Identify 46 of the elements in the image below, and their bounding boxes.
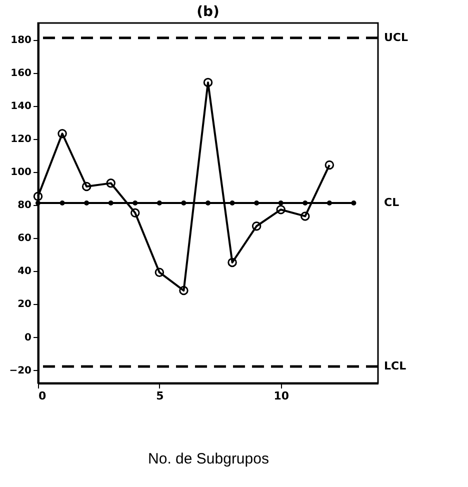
point [106,178,116,188]
y-tick-label: 40 [18,266,32,278]
y-tick-label: 120 [10,134,32,146]
point [300,212,310,221]
x-tick-label: 10 [274,390,290,402]
point [302,200,308,206]
point [230,200,235,206]
x-axis-title: No. de Subgrupos [148,450,269,468]
point [58,129,67,138]
y-tick-label: 160 [10,68,32,80]
y-tick-label: 20 [18,299,32,310]
point [254,200,260,206]
point [179,286,188,296]
point [84,200,90,206]
ref-line-label: UCL [384,30,408,44]
y-tick-label: 0 [24,332,32,344]
point [33,192,43,202]
y-tick-label: −20 [9,365,32,376]
point [252,222,262,231]
point [156,200,162,206]
point [108,200,114,206]
y-tick-label: 100 [10,167,32,178]
x-tick-label: 5 [156,390,164,402]
y-tick-label: 60 [18,233,32,244]
point [206,200,210,206]
point [82,182,92,192]
y-tick-label: 140 [10,101,32,112]
point [181,200,186,206]
point [154,268,164,277]
y-tick-label: 180 [10,35,32,46]
point [130,208,140,218]
point [278,200,284,206]
point [324,160,334,170]
text: CL [384,196,400,209]
point [228,258,237,268]
ref-line-label: LCL [384,359,406,372]
point [36,200,40,206]
point [60,200,65,206]
y-tick-label: 80 [18,200,32,212]
point [203,78,213,88]
x-tick-label: 0 [38,390,46,402]
chart-title: (b) [196,4,220,20]
point [276,204,286,214]
point [326,200,332,206]
point [351,200,356,206]
point [132,200,138,206]
